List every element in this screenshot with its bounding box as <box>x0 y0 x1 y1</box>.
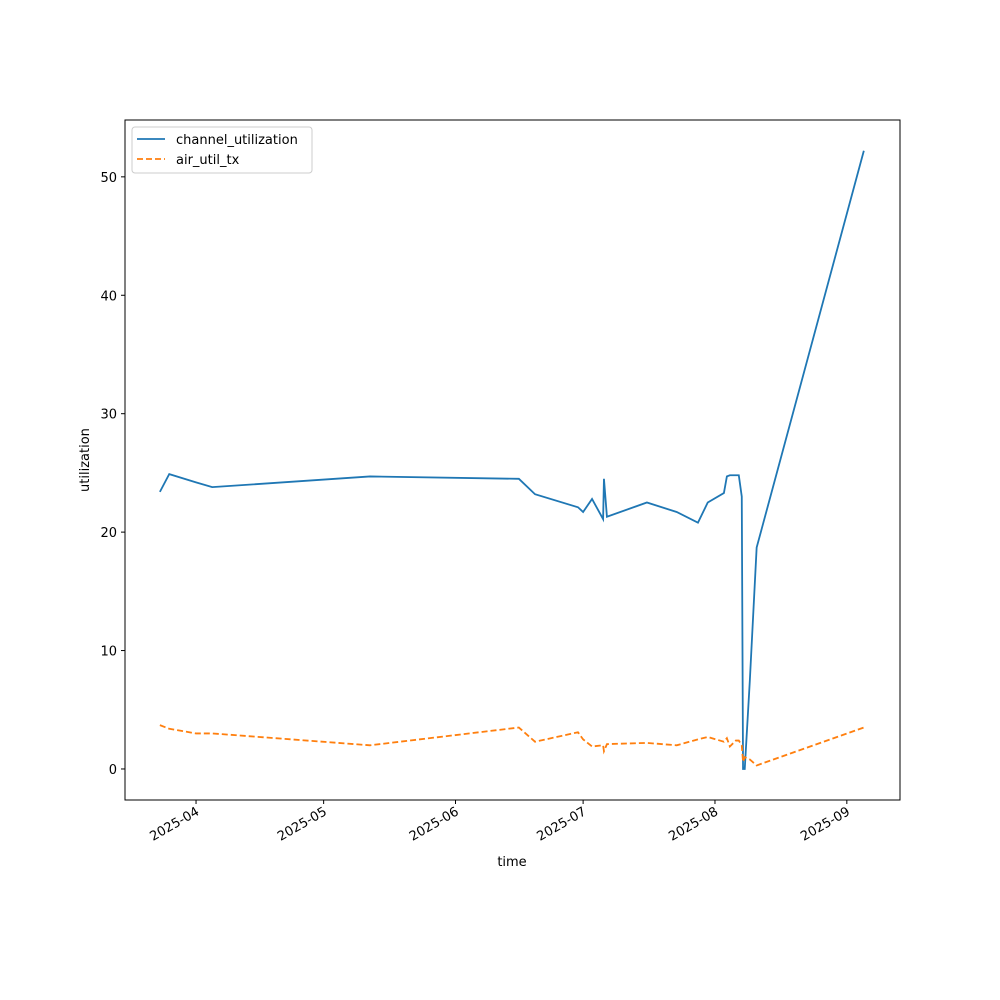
y-tick-label: 20 <box>100 526 117 541</box>
legend-box <box>131 126 313 174</box>
x-tick-label: 2025-08 <box>666 804 721 844</box>
data-line <box>159 150 865 770</box>
x-tick-label: 2025-07 <box>535 804 590 844</box>
data-line <box>159 724 865 767</box>
y-tick-label: 10 <box>100 645 117 660</box>
y-tick-label: 40 <box>100 289 117 304</box>
plot-frame <box>124 119 901 801</box>
x-tick-label: 2025-06 <box>407 804 462 844</box>
y-tick-label: 0 <box>109 763 117 778</box>
x-axis-label: time <box>497 855 526 870</box>
y-axis-label: utilization <box>78 428 93 492</box>
y-tick-label: 50 <box>100 171 117 186</box>
legend-label: air_util_tx <box>176 153 240 168</box>
x-tick-label: 2025-05 <box>275 804 330 844</box>
x-tick-label: 2025-09 <box>798 804 853 844</box>
x-tick-label: 2025-04 <box>147 804 202 844</box>
y-tick-label: 30 <box>100 408 117 423</box>
legend-label: channel_utilization <box>176 133 298 148</box>
